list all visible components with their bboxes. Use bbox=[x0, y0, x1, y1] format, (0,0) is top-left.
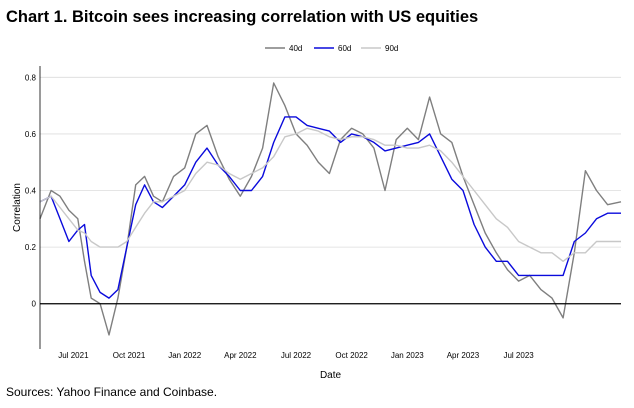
axes: 0 0.2 0.4 0.6 0.8 Jul 2021 Oct 2021 Jan 2022 Apr… bbox=[25, 66, 621, 360]
legend-label-60d: 60d bbox=[338, 44, 351, 53]
chart-title: Chart 1. Bitcoin sees increasing correla… bbox=[6, 8, 479, 26]
x-tick-label: Jul 2022 bbox=[281, 351, 312, 360]
source-note: Sources: Yahoo Finance and Coinbase. bbox=[6, 385, 218, 399]
y-axis-label: Correlation bbox=[12, 183, 23, 232]
series-line-60d bbox=[39, 116, 621, 299]
x-tick-label: Apr 2022 bbox=[224, 351, 257, 360]
grid-lines bbox=[40, 76, 621, 248]
y-tick-label: 0.4 bbox=[25, 187, 37, 196]
x-tick-label: Jan 2023 bbox=[391, 351, 424, 360]
x-tick-label: Oct 2022 bbox=[335, 351, 368, 360]
y-tick-label: 0 bbox=[32, 300, 37, 309]
x-tick-label: Jul 2021 bbox=[58, 351, 89, 360]
y-tick-label: 0.8 bbox=[25, 73, 37, 82]
chart-legend: 40d 60d 90d bbox=[265, 44, 398, 53]
x-tick-label: Jan 2022 bbox=[168, 351, 201, 360]
series-line-90d bbox=[39, 127, 621, 262]
legend-label-40d: 40d bbox=[289, 44, 302, 53]
y-tick-label: 0.6 bbox=[25, 130, 37, 139]
x-axis-label: Date bbox=[320, 370, 342, 381]
legend-label-90d: 90d bbox=[385, 44, 398, 53]
x-tick-label: Jul 2023 bbox=[503, 351, 534, 360]
y-tick-label: 0.2 bbox=[25, 243, 37, 252]
series-lines bbox=[39, 82, 622, 336]
x-tick-label: Apr 2023 bbox=[447, 351, 480, 360]
series-line-40d bbox=[39, 82, 622, 336]
x-tick-label: Oct 2021 bbox=[113, 351, 146, 360]
